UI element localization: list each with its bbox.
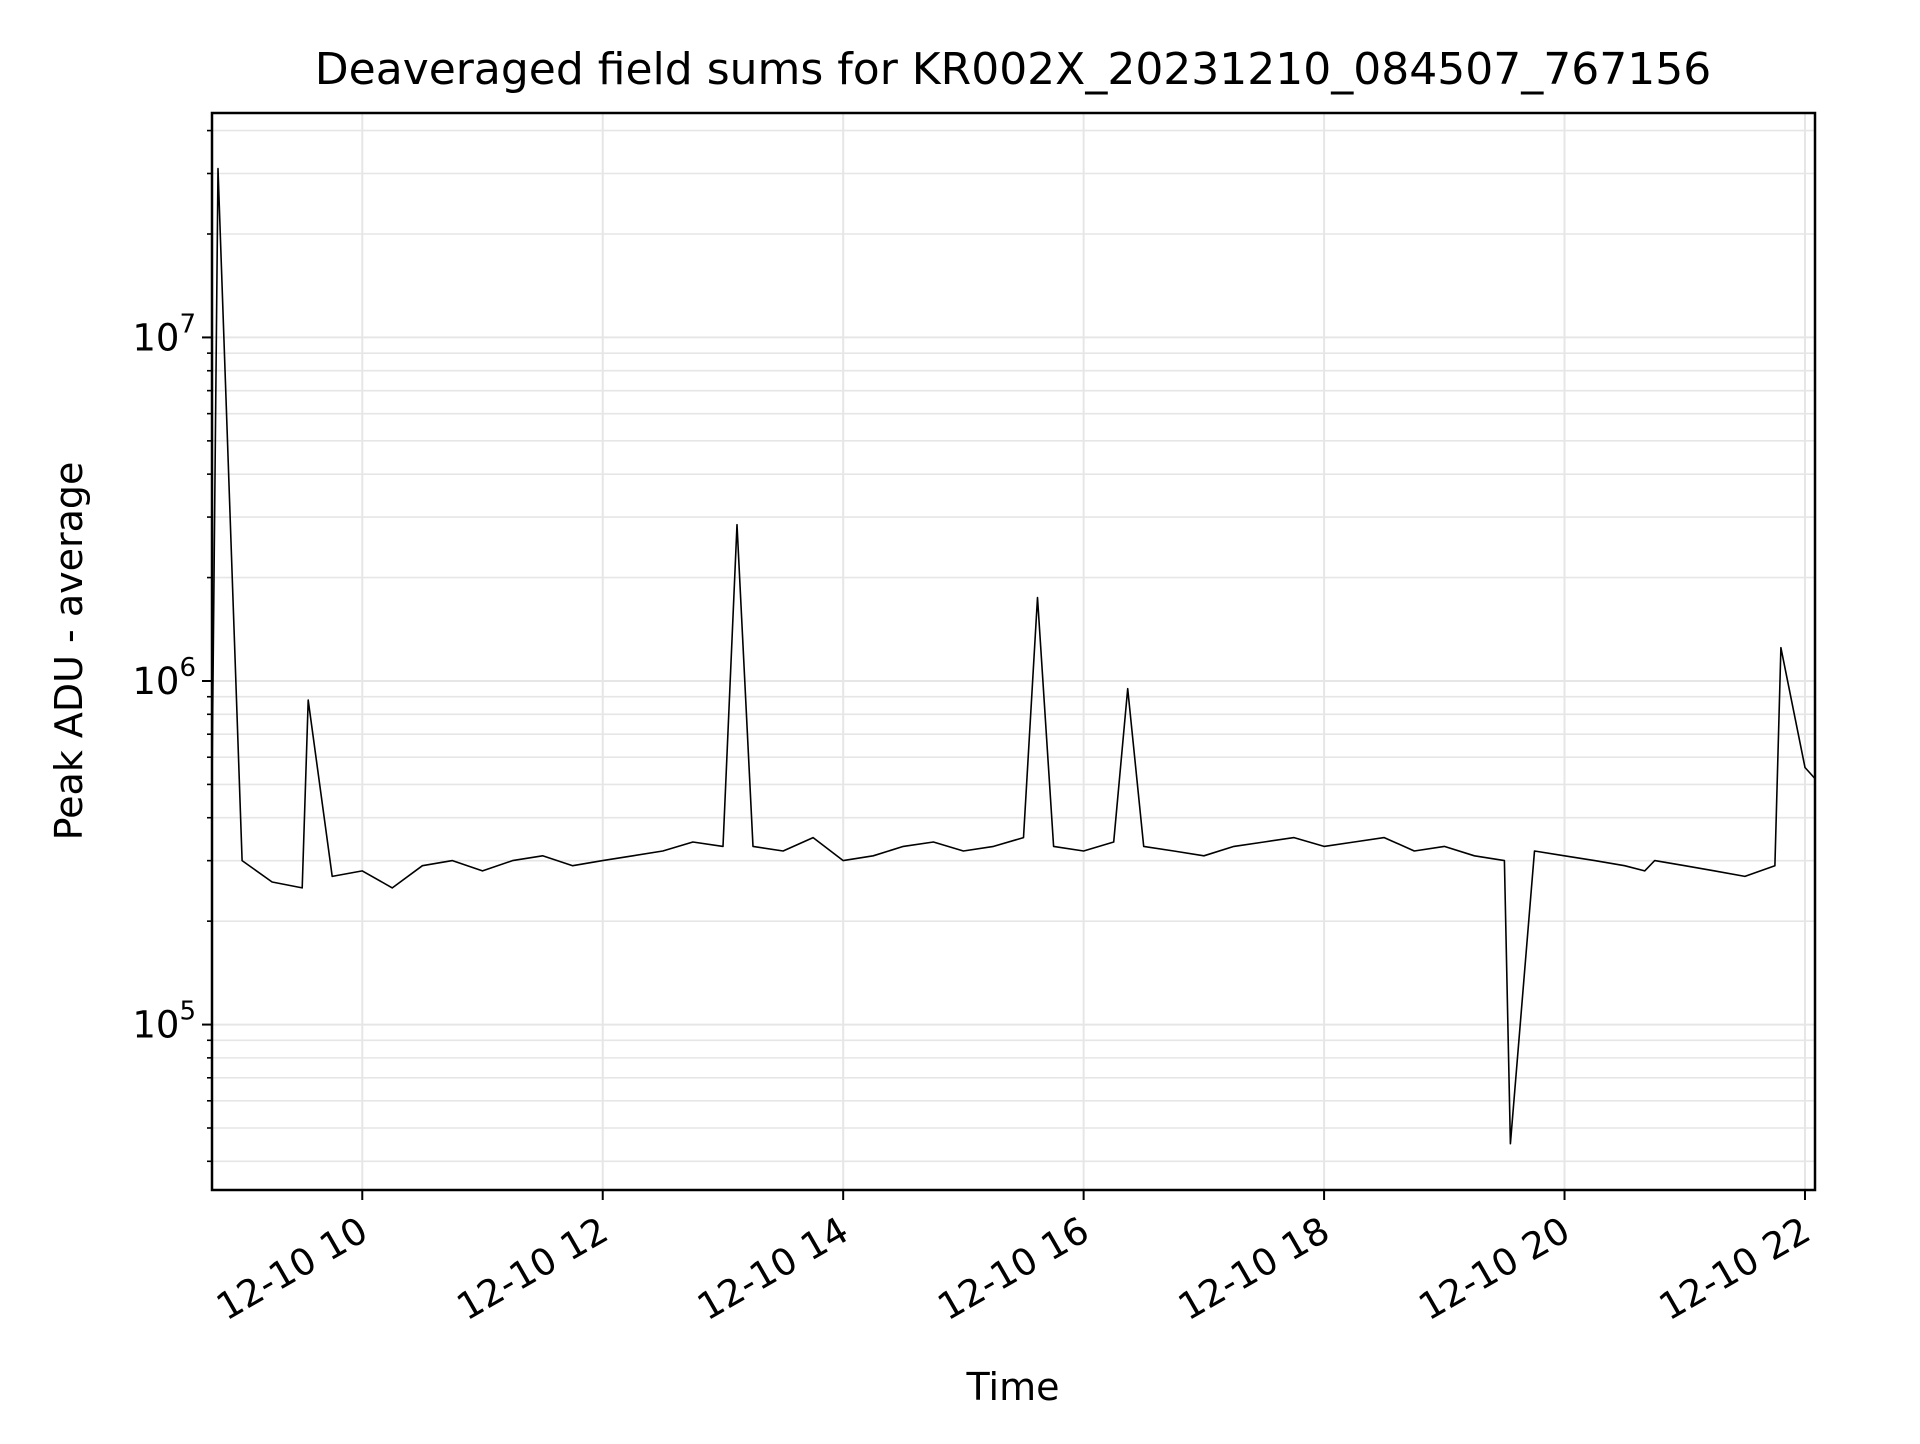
x-axis-label: Time xyxy=(966,1365,1060,1409)
chart-title: Deaveraged field sums for KR002X_2023121… xyxy=(315,44,1711,95)
y-axis-label: Peak ADU - average xyxy=(47,462,91,841)
grid xyxy=(212,113,1815,1190)
data-layer xyxy=(211,167,1816,1145)
y-tick-label: 106 xyxy=(132,653,196,703)
y-tick-label: 105 xyxy=(132,997,196,1047)
series-line-0 xyxy=(211,167,1816,1145)
plot-area-frame xyxy=(210,111,1817,1192)
y-axis: 105 106 107 xyxy=(132,129,212,1163)
y-tick-label: 107 xyxy=(132,309,196,359)
